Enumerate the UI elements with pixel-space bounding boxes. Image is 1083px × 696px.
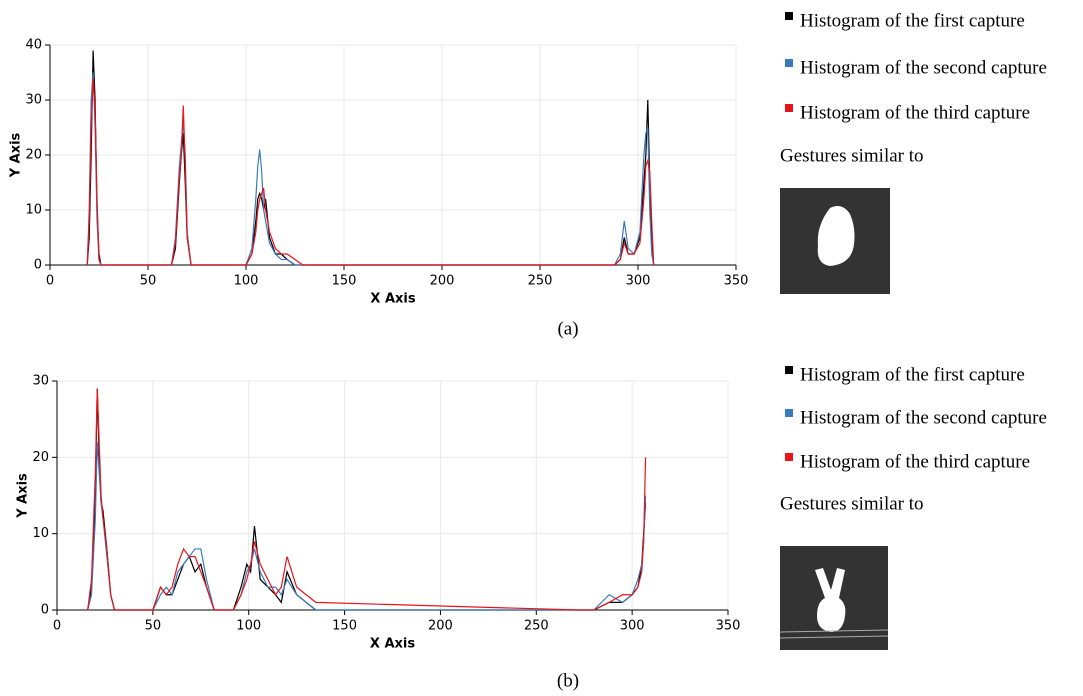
y-tick-label: 20 bbox=[25, 148, 42, 163]
legend-swatch bbox=[785, 59, 793, 67]
x-tick-label: 50 bbox=[140, 274, 157, 289]
y-tick-label: 0 bbox=[34, 258, 42, 273]
x-tick-label: 350 bbox=[716, 619, 741, 634]
series-line bbox=[87, 388, 647, 611]
legend-label: Histogram of the third capture bbox=[800, 102, 1030, 123]
annotation: Gestures similar to bbox=[780, 493, 924, 514]
y-tick-label: 10 bbox=[25, 203, 42, 218]
series-line bbox=[87, 442, 647, 611]
x-tick-label: 250 bbox=[528, 274, 553, 289]
legend-swatch bbox=[785, 409, 793, 417]
y-axis-label: Y Axis bbox=[16, 473, 31, 519]
legend-label: Histogram of the first capture bbox=[800, 364, 1025, 385]
legend-swatch bbox=[785, 453, 793, 461]
series-line bbox=[87, 388, 647, 611]
x-tick-label: 250 bbox=[524, 619, 549, 634]
x-tick-label: 200 bbox=[430, 274, 455, 289]
x-axis-label: X Axis bbox=[370, 292, 415, 307]
x-tick-label: 0 bbox=[46, 274, 54, 289]
x-tick-label: 100 bbox=[236, 619, 261, 634]
y-tick-label: 30 bbox=[32, 374, 49, 389]
y-tick-label: 40 bbox=[25, 38, 42, 53]
series-line bbox=[86, 72, 655, 266]
legend-label: Histogram of the first capture bbox=[800, 10, 1025, 31]
legend-swatch bbox=[785, 104, 793, 112]
y-tick-label: 10 bbox=[32, 526, 49, 541]
x-tick-label: 100 bbox=[234, 274, 259, 289]
legend-label: Histogram of the third capture bbox=[800, 451, 1030, 472]
x-tick-label: 350 bbox=[724, 274, 749, 289]
x-tick-label: 50 bbox=[145, 619, 162, 634]
legend-swatch bbox=[785, 366, 793, 374]
legend-swatch bbox=[785, 12, 793, 20]
series-line bbox=[86, 77, 655, 266]
x-tick-label: 150 bbox=[332, 274, 357, 289]
caption: (a) bbox=[557, 318, 578, 339]
x-tick-label: 300 bbox=[620, 619, 645, 634]
x-tick-label: 200 bbox=[428, 619, 453, 634]
x-tick-label: 150 bbox=[332, 619, 357, 634]
x-tick-label: 300 bbox=[626, 274, 651, 289]
series-line bbox=[86, 50, 655, 266]
x-axis-label: X Axis bbox=[370, 637, 415, 652]
legend-label: Histogram of the second capture bbox=[800, 57, 1047, 78]
gesture-image-a bbox=[780, 188, 890, 294]
y-tick-label: 0 bbox=[41, 603, 49, 618]
annotation: Gestures similar to bbox=[780, 145, 924, 166]
gesture-image-b bbox=[779, 546, 889, 650]
legend-label: Histogram of the second capture bbox=[800, 407, 1047, 428]
y-tick-label: 30 bbox=[25, 93, 42, 108]
y-axis-label: Y Axis bbox=[9, 132, 24, 178]
x-tick-label: 0 bbox=[53, 619, 61, 634]
y-tick-label: 20 bbox=[32, 450, 49, 465]
caption: (b) bbox=[557, 670, 579, 691]
